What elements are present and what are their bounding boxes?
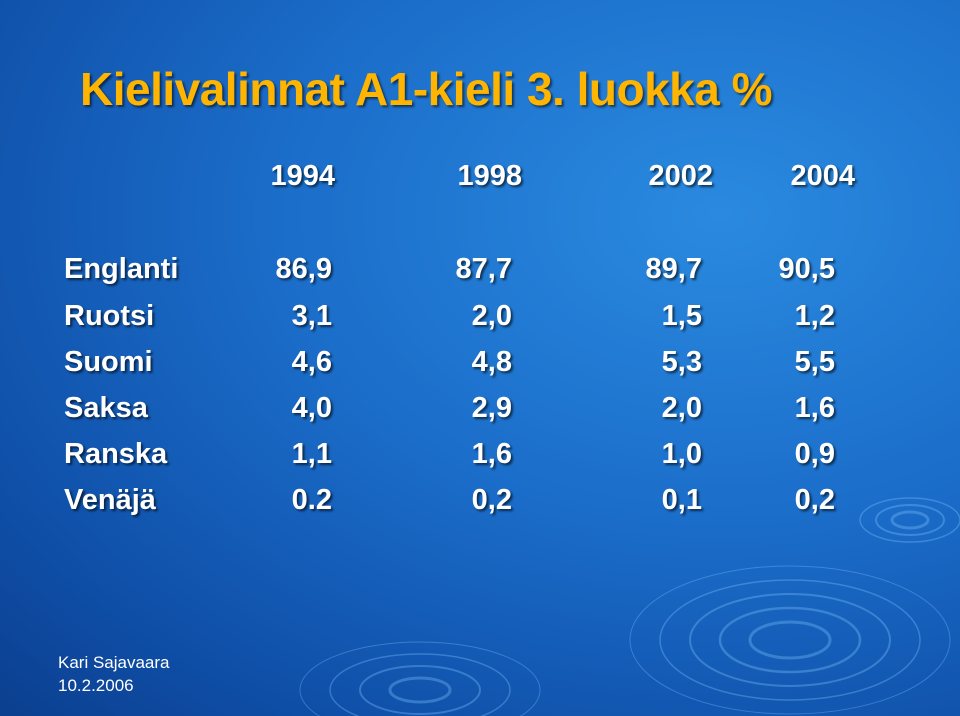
- language-label: Englanti: [64, 253, 179, 285]
- footer-date: 10.2.2006: [58, 676, 134, 695]
- table-cell: 2,0: [661, 392, 702, 424]
- table-cell: 0,2: [794, 484, 835, 516]
- table-cell: 1,6: [471, 438, 512, 470]
- table-cell: 86,9: [275, 253, 332, 285]
- table-cell: 5,5: [794, 346, 835, 378]
- footer-author: Kari Sajavaara: [58, 653, 170, 672]
- table-cell: 4,6: [291, 346, 332, 378]
- table-cell: 0,1: [661, 484, 702, 516]
- table-cell: 4,8: [471, 346, 512, 378]
- language-label: Venäjä: [64, 484, 156, 516]
- year-header-2002: 2002: [648, 160, 713, 192]
- table-cell: 87,7: [455, 253, 512, 285]
- year-header-1994: 1994: [270, 160, 335, 192]
- table-cell: 0,2: [471, 484, 512, 516]
- slide-title: Kielivalinnat A1-kieli 3. luokka %: [80, 63, 773, 115]
- language-label: Ruotsi: [64, 300, 155, 332]
- table-cell: 5,3: [661, 346, 702, 378]
- table-cell: 1,1: [291, 438, 332, 470]
- table-cell: 89,7: [645, 253, 702, 285]
- table-cell: 1,6: [794, 392, 835, 424]
- table-cell: 1,0: [661, 438, 702, 470]
- table-cell: 4,0: [291, 392, 332, 424]
- language-label: Ranska: [64, 438, 168, 470]
- table-cell: 1,2: [794, 300, 835, 332]
- year-header-2004: 2004: [790, 160, 855, 192]
- table-cell: 2,0: [471, 300, 512, 332]
- table-cell: 0.2: [291, 484, 332, 516]
- language-label: Saksa: [64, 392, 148, 424]
- table-cell: 3,1: [291, 300, 332, 332]
- table-cell: 0,9: [794, 438, 835, 470]
- table-cell: 1,5: [661, 300, 702, 332]
- language-label: Suomi: [64, 346, 153, 378]
- table-cell: 2,9: [471, 392, 512, 424]
- year-header-1998: 1998: [457, 160, 522, 192]
- table-cell: 90,5: [778, 253, 835, 285]
